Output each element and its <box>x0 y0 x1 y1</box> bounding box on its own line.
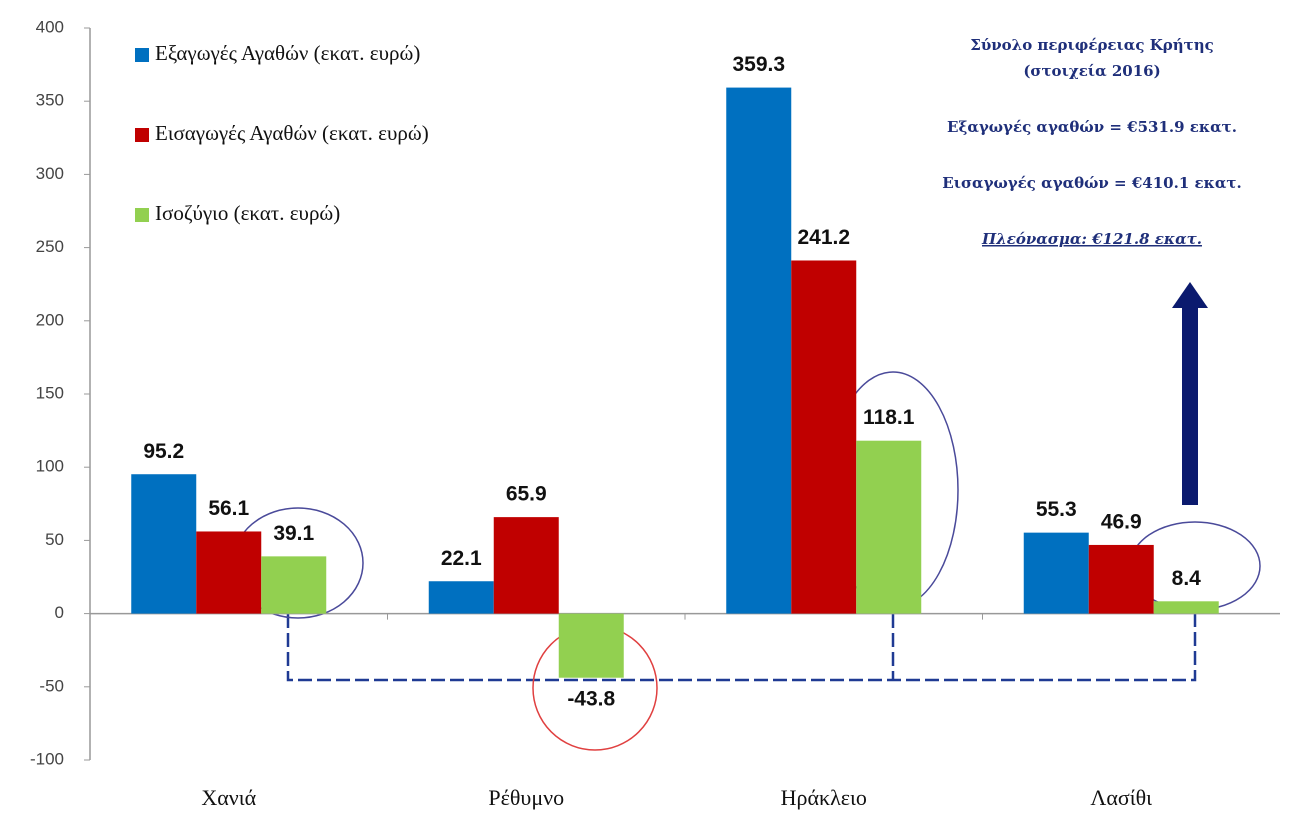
connector-line <box>286 614 1197 682</box>
data-label: 55.3 <box>1036 498 1077 521</box>
data-label: 359.3 <box>732 53 785 76</box>
bar <box>856 440 922 614</box>
data-label: 39.1 <box>273 522 314 545</box>
y-tick-label: 50 <box>45 530 64 549</box>
data-label: 65.9 <box>506 483 547 506</box>
data-label: 56.1 <box>208 497 249 520</box>
bar <box>1023 532 1089 614</box>
data-label: 46.9 <box>1101 510 1142 533</box>
data-label: 22.1 <box>441 547 482 570</box>
y-tick-label: -50 <box>39 676 64 695</box>
y-tick-label: -100 <box>30 749 64 768</box>
y-tick-label: 350 <box>36 91 64 110</box>
data-label: -43.8 <box>567 687 615 710</box>
bar <box>1088 544 1154 614</box>
data-label: 118.1 <box>863 406 915 429</box>
bar <box>493 517 559 614</box>
bar <box>791 260 857 614</box>
data-label: 95.2 <box>143 440 184 463</box>
annotation: Εισαγωγές αγαθών = €410.1 εκατ. <box>942 174 1241 192</box>
data-label: 241.2 <box>797 226 850 249</box>
legend-label: Ισοζύγιο (εκατ. ευρώ) <box>155 201 340 225</box>
y-tick-label: 300 <box>36 164 64 183</box>
bar <box>726 87 792 614</box>
x-tick-label: Ηράκλειο <box>781 785 867 810</box>
x-tick-label: Λασίθι <box>1090 785 1152 810</box>
bar <box>1153 601 1219 614</box>
x-tick-label: Ρέθυμνο <box>488 785 564 810</box>
legend-label: Εξαγωγές Αγαθών (εκατ. ευρώ) <box>155 41 420 65</box>
legend-swatch <box>135 48 149 62</box>
legend-swatch <box>135 128 149 142</box>
y-tick-label: 400 <box>36 17 64 36</box>
arrow-head <box>1172 282 1208 308</box>
x-tick-label: Χανιά <box>201 785 256 810</box>
bar <box>558 613 624 678</box>
annotation: Σύνολο περιφέρειας Κρήτης <box>970 36 1214 54</box>
y-tick-label: 100 <box>36 457 64 476</box>
data-label: 8.4 <box>1172 567 1202 590</box>
y-tick-label: 150 <box>36 383 64 402</box>
y-tick-label: 0 <box>55 603 64 622</box>
legend-swatch <box>135 208 149 222</box>
bar <box>196 531 262 614</box>
bar <box>428 581 494 614</box>
bar <box>261 556 327 614</box>
legend-label: Εισαγωγές Αγαθών (εκατ. ευρώ) <box>155 121 429 145</box>
annotation: Πλεόνασμα: €121.8 εκατ. <box>981 230 1202 248</box>
y-tick-label: 250 <box>36 237 64 256</box>
y-tick-label: 200 <box>36 310 64 329</box>
annotation: Εξαγωγές αγαθών = €531.9 εκατ. <box>947 118 1237 136</box>
annotation: (στοιχεία 2016) <box>1023 62 1160 80</box>
bar <box>131 474 197 614</box>
